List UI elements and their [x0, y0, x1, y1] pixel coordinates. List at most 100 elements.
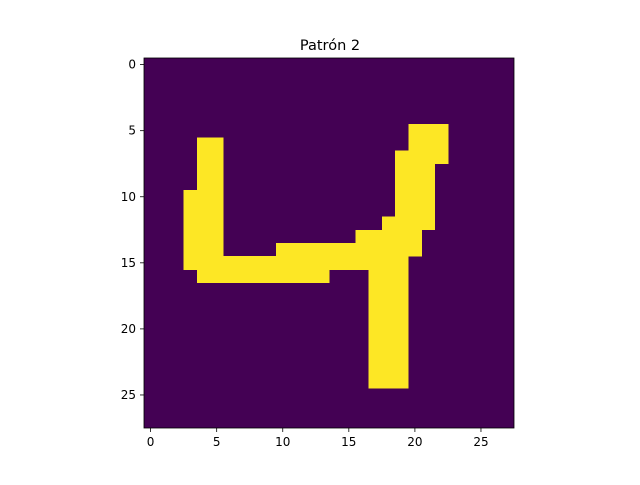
heatmap-cell	[421, 163, 436, 178]
heatmap-cell	[315, 269, 330, 283]
heatmap-cell	[183, 203, 198, 217]
heatmap-cell	[355, 243, 369, 257]
heatmap-cell	[302, 256, 317, 270]
heatmap-cell	[395, 256, 409, 270]
heatmap-cell	[421, 150, 436, 165]
heatmap-cell	[381, 309, 396, 323]
heatmap-cell	[381, 375, 396, 389]
heatmap-cell	[421, 137, 436, 151]
heatmap-cell	[210, 203, 224, 217]
x-tick-label: 25	[473, 435, 488, 449]
y-axis: 0 5 10 15 20 25	[121, 58, 144, 402]
heatmap-cell	[408, 203, 422, 217]
heatmap-cell	[196, 229, 211, 244]
y-tick-label: 20	[121, 322, 136, 336]
y-tick-label: 15	[121, 256, 136, 270]
heatmap-cell	[368, 375, 383, 389]
y-tick-label: 0	[128, 58, 136, 72]
heatmap-cell	[395, 190, 409, 204]
x-tick-label: 10	[275, 435, 290, 449]
heatmap-cell	[408, 176, 422, 191]
heatmap-cell	[368, 322, 383, 336]
heatmap-cell	[408, 190, 422, 204]
y-tick-label: 10	[121, 190, 136, 204]
heatmap-cell	[421, 216, 436, 231]
heatmap-cell	[381, 348, 396, 363]
heatmap-cell	[210, 243, 224, 257]
heatmap-cell	[183, 256, 198, 270]
heatmap-cell	[355, 229, 369, 244]
heatmap-cell	[381, 335, 396, 350]
heatmap-cell	[408, 216, 422, 231]
x-axis: 0 5 10 15 20 25	[147, 428, 489, 449]
heatmap-cell	[276, 256, 290, 270]
heatmap-cell	[249, 269, 264, 283]
heatmap-cell	[395, 176, 409, 191]
heatmap-cell	[210, 229, 224, 244]
heatmap-cell	[196, 176, 211, 191]
heatmap-cell	[342, 243, 356, 257]
x-tick-label: 15	[341, 435, 356, 449]
heatmap-cell	[421, 190, 436, 204]
heatmap-cell	[302, 269, 317, 283]
heatmap-cell	[421, 124, 436, 138]
heatmap-cell	[183, 216, 198, 231]
heatmap-cell	[395, 243, 409, 257]
heatmap-cell	[196, 203, 211, 217]
heatmap-cell	[381, 282, 396, 297]
heatmap-cell	[408, 124, 422, 138]
heatmap-cell	[210, 137, 224, 151]
heatmap-cell	[276, 269, 290, 283]
heatmap-cell	[381, 229, 396, 244]
heatmap-cell	[196, 243, 211, 257]
heatmap-cell	[368, 282, 383, 297]
heatmap-cell	[210, 176, 224, 191]
heatmap-cell	[395, 163, 409, 178]
heatmap-cell	[196, 216, 211, 231]
heatmap-cell	[395, 361, 409, 376]
heatmap-cell	[395, 229, 409, 244]
heatmap-cell	[395, 269, 409, 283]
heatmap-cell	[421, 176, 436, 191]
heatmap-cell	[395, 282, 409, 297]
heatmap-cell	[183, 229, 198, 244]
heatmap-cell	[368, 229, 383, 244]
heatmap-cell	[210, 216, 224, 231]
heatmap-cell	[315, 256, 330, 270]
x-tick-label: 5	[213, 435, 221, 449]
heatmap-cell	[236, 256, 251, 270]
heatmap-cell	[381, 361, 396, 376]
heatmap-cell	[434, 150, 449, 165]
axes-frame	[143, 57, 515, 429]
heatmap-cell	[342, 256, 356, 270]
heatmap-cell	[368, 256, 383, 270]
heatmap-cell	[355, 256, 369, 270]
heatmap-cell	[395, 295, 409, 310]
heatmap-cell	[196, 150, 211, 165]
heatmap-cell	[381, 216, 396, 231]
heatmap-cell	[210, 269, 224, 283]
y-tick-label: 25	[121, 388, 136, 402]
heatmap-cell	[302, 243, 317, 257]
heatmap-cell	[223, 256, 237, 270]
heatmap-cell	[196, 163, 211, 178]
heatmap-cell	[329, 243, 343, 257]
heatmap-cell	[249, 256, 264, 270]
heatmap-cell	[408, 137, 422, 151]
heatmap-cell	[395, 322, 409, 336]
heatmap-cell	[408, 229, 422, 244]
heatmap-cell	[196, 256, 211, 270]
x-tick-label: 20	[407, 435, 422, 449]
heatmap-cell	[329, 256, 343, 270]
x-tick-label: 0	[147, 435, 155, 449]
heatmap-cell	[368, 269, 383, 283]
heatmap-cell	[223, 269, 237, 283]
heatmap-cell	[183, 190, 198, 204]
heatmap-cell	[289, 243, 303, 257]
heatmap-cell	[210, 150, 224, 165]
heatmap-cell	[368, 309, 383, 323]
heatmap-cell	[210, 190, 224, 204]
heatmap-cell	[289, 256, 303, 270]
